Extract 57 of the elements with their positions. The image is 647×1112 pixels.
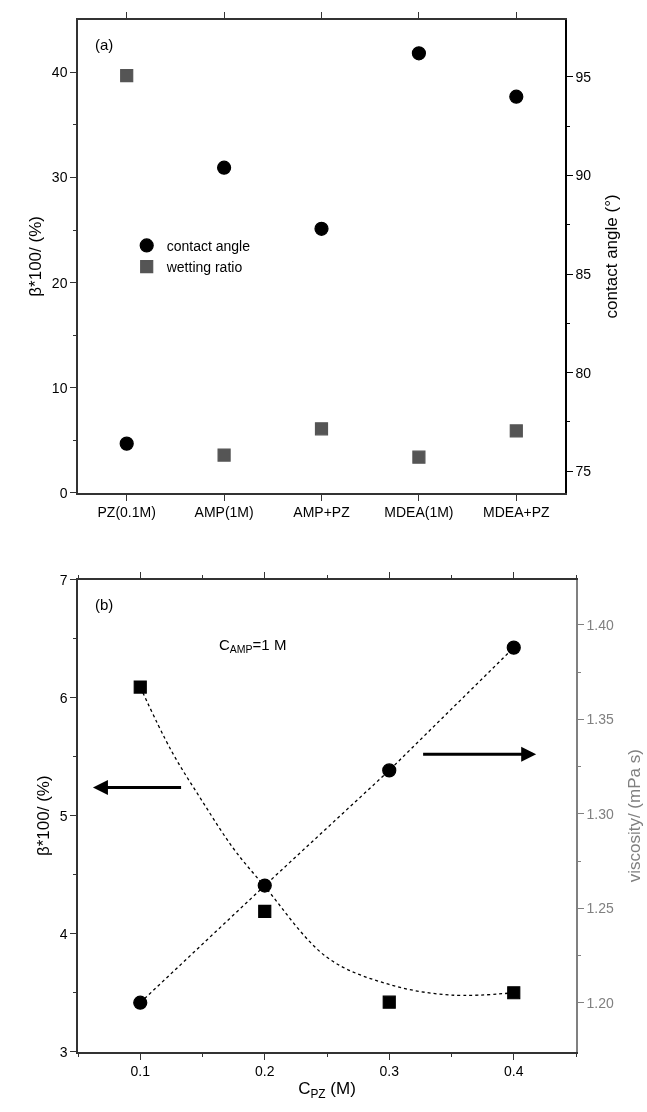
point [509,424,523,438]
y2-tick-label: 1.25 [586,900,615,917]
point [120,68,134,83]
x-tick-label: 0.4 [504,1063,524,1080]
point [314,221,329,236]
y2-tick-label: 85 [575,266,592,283]
annotation: C$_{AMP}$=1 M [219,636,287,656]
y2-axis-title: contact angle (°) [602,194,622,319]
x-tick-label: 0.1 [130,1063,151,1080]
y2-tick-label: 75 [575,463,592,480]
point [507,986,521,1000]
x-tick-label: 0.3 [379,1063,400,1080]
x-tick-label: 0.2 [255,1063,275,1080]
x-tick-label: AMP(1M) [194,504,254,521]
annotation: (a) [95,36,114,53]
x-tick-label: MDEA+PZ [483,504,550,521]
y-tick-label: 0 [59,484,68,501]
x-tick-label: AMP+PZ [293,504,351,521]
x-axis-title: C$_{PZ}$ (M) [298,1079,356,1101]
y-tick-label: 7 [59,571,68,588]
point [509,89,524,104]
point [217,448,231,462]
point [411,46,426,61]
y-tick-label: 5 [59,807,68,824]
y-axis-title: β*100/ (%) [25,216,45,297]
legend-label: contact angle [166,237,251,254]
y-tick-label: 10 [51,379,68,396]
point [133,995,148,1010]
y-tick-label: 4 [59,925,68,942]
y-axis-title: β*100/ (%) [33,775,53,857]
point [119,436,134,451]
y2-tick-label: 95 [575,68,592,85]
y-tick-label: 40 [51,64,68,81]
point [133,680,147,694]
point [257,878,272,893]
legend-label: wetting ratio [165,259,243,276]
y2-tick-label: 80 [575,364,592,381]
point [412,450,426,464]
y-tick-label: 30 [51,169,68,186]
point [506,640,521,655]
x-tick-label: MDEA(1M) [384,504,454,521]
y2-tick-label: 90 [575,167,592,184]
y2-tick-label: 1.40 [586,616,615,633]
point [314,422,329,436]
y2-tick-label: 1.35 [586,711,615,728]
y2-axis-title: viscosity/ (mPa s) [624,749,644,883]
y-tick-label: 20 [51,274,68,291]
point [382,763,397,778]
annotation: (b) [95,596,114,613]
x-tick-label: PZ(0.1M) [97,504,156,521]
y-tick-label: 3 [59,1043,68,1060]
y2-tick-label: 1.20 [586,994,615,1011]
point [258,904,272,918]
point [382,995,396,1009]
y2-tick-label: 1.30 [586,805,615,822]
y-tick-label: 6 [59,689,68,706]
point [217,160,232,175]
